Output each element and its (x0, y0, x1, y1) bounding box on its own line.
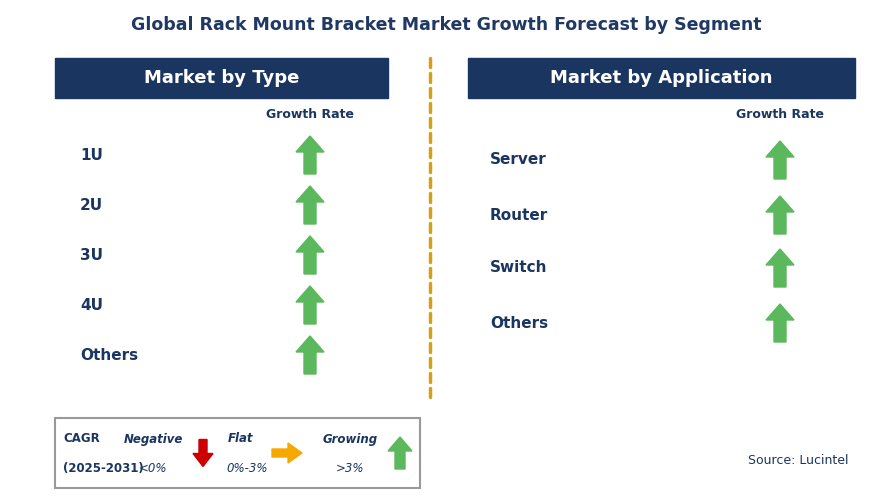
Text: (2025-2031): (2025-2031) (63, 462, 144, 475)
Text: Global Rack Mount Bracket Market Growth Forecast by Segment: Global Rack Mount Bracket Market Growth … (130, 16, 761, 34)
Text: 2U: 2U (80, 198, 103, 213)
Text: Switch: Switch (490, 261, 547, 276)
Text: Market by Application: Market by Application (550, 69, 772, 87)
Text: Source: Lucintel: Source: Lucintel (747, 454, 848, 467)
Bar (55, 58, 388, 98)
Text: Negative: Negative (123, 432, 183, 446)
Text: 0%-3%: 0%-3% (226, 462, 268, 475)
Polygon shape (766, 304, 794, 342)
Polygon shape (296, 336, 324, 374)
Bar (55, 418, 420, 488)
Polygon shape (296, 186, 324, 224)
Text: Router: Router (490, 208, 548, 222)
Polygon shape (296, 236, 324, 274)
Text: 1U: 1U (80, 148, 103, 162)
Text: Others: Others (80, 347, 138, 362)
Polygon shape (193, 439, 213, 467)
Polygon shape (766, 196, 794, 234)
Text: <0%: <0% (138, 462, 167, 475)
Text: CAGR: CAGR (63, 432, 100, 446)
Text: Growth Rate: Growth Rate (266, 108, 354, 121)
Polygon shape (388, 437, 412, 469)
Polygon shape (766, 141, 794, 179)
Polygon shape (296, 286, 324, 324)
Text: Growth Rate: Growth Rate (736, 108, 824, 121)
Text: Others: Others (490, 316, 548, 331)
Polygon shape (766, 249, 794, 287)
Text: 3U: 3U (80, 247, 103, 263)
Text: Flat: Flat (227, 432, 253, 446)
Polygon shape (296, 136, 324, 174)
Text: Server: Server (490, 153, 547, 167)
Polygon shape (272, 443, 302, 463)
Text: Market by Type: Market by Type (144, 69, 299, 87)
Text: >3%: >3% (336, 462, 364, 475)
Text: 4U: 4U (80, 297, 103, 312)
Text: Growing: Growing (322, 432, 378, 446)
Bar (468, 58, 855, 98)
